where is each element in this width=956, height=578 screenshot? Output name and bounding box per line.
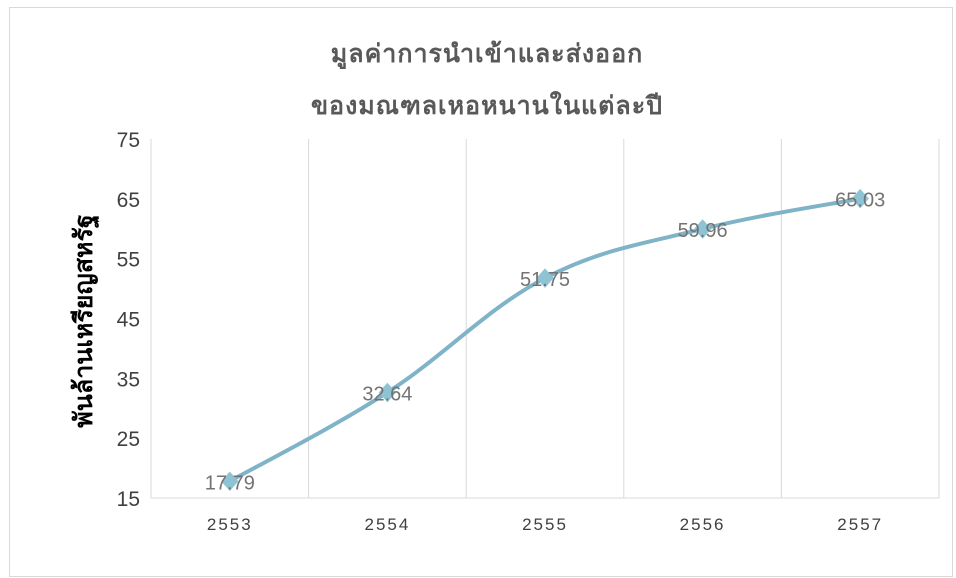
y-tick-label: 25 xyxy=(117,428,140,451)
x-tick-label: 2555 xyxy=(522,515,568,534)
data-label-layer: 17.79 32.64 51.75 59.96 65.03 xyxy=(205,190,885,495)
y-tick-label: 45 xyxy=(117,309,140,332)
series-layer xyxy=(221,188,869,492)
y-tick-label: 35 xyxy=(117,368,140,391)
data-label: 17.79 xyxy=(205,472,255,494)
x-tick-label: 2554 xyxy=(364,515,410,534)
data-label: 51.75 xyxy=(520,269,570,291)
data-label: 59.96 xyxy=(678,220,728,242)
series-line xyxy=(227,196,863,484)
x-tick-label: 2557 xyxy=(837,515,883,534)
data-point-marker xyxy=(693,219,712,239)
y-axis-label: พันล้านเหรียญสหรัฐ xyxy=(69,214,100,428)
data-point-marker xyxy=(221,471,239,492)
data-point-marker xyxy=(536,268,554,288)
y-tick-label: 75 xyxy=(117,129,140,152)
data-label: 65.03 xyxy=(835,190,885,212)
data-label: 32.64 xyxy=(362,383,412,405)
x-tick-label: 2553 xyxy=(207,515,253,534)
y-tick-label: 55 xyxy=(117,249,140,272)
y-tick-label: 15 xyxy=(117,488,140,511)
x-tick-label: 2556 xyxy=(680,515,726,534)
chart-title-line-1: มูลค่าการนำเข้าและส่งออก xyxy=(331,39,643,70)
chart-frame xyxy=(9,7,953,577)
data-point-marker xyxy=(378,382,397,403)
chart-title-line-2: ของมณฑลเหอหนานในแต่ละปี xyxy=(311,90,663,120)
axis-layer: 15 25 35 45 55 65 75 2553 2554 2555 2556 2557 xyxy=(117,129,939,534)
y-tick-label: 65 xyxy=(117,189,140,212)
data-point-marker xyxy=(851,188,869,209)
